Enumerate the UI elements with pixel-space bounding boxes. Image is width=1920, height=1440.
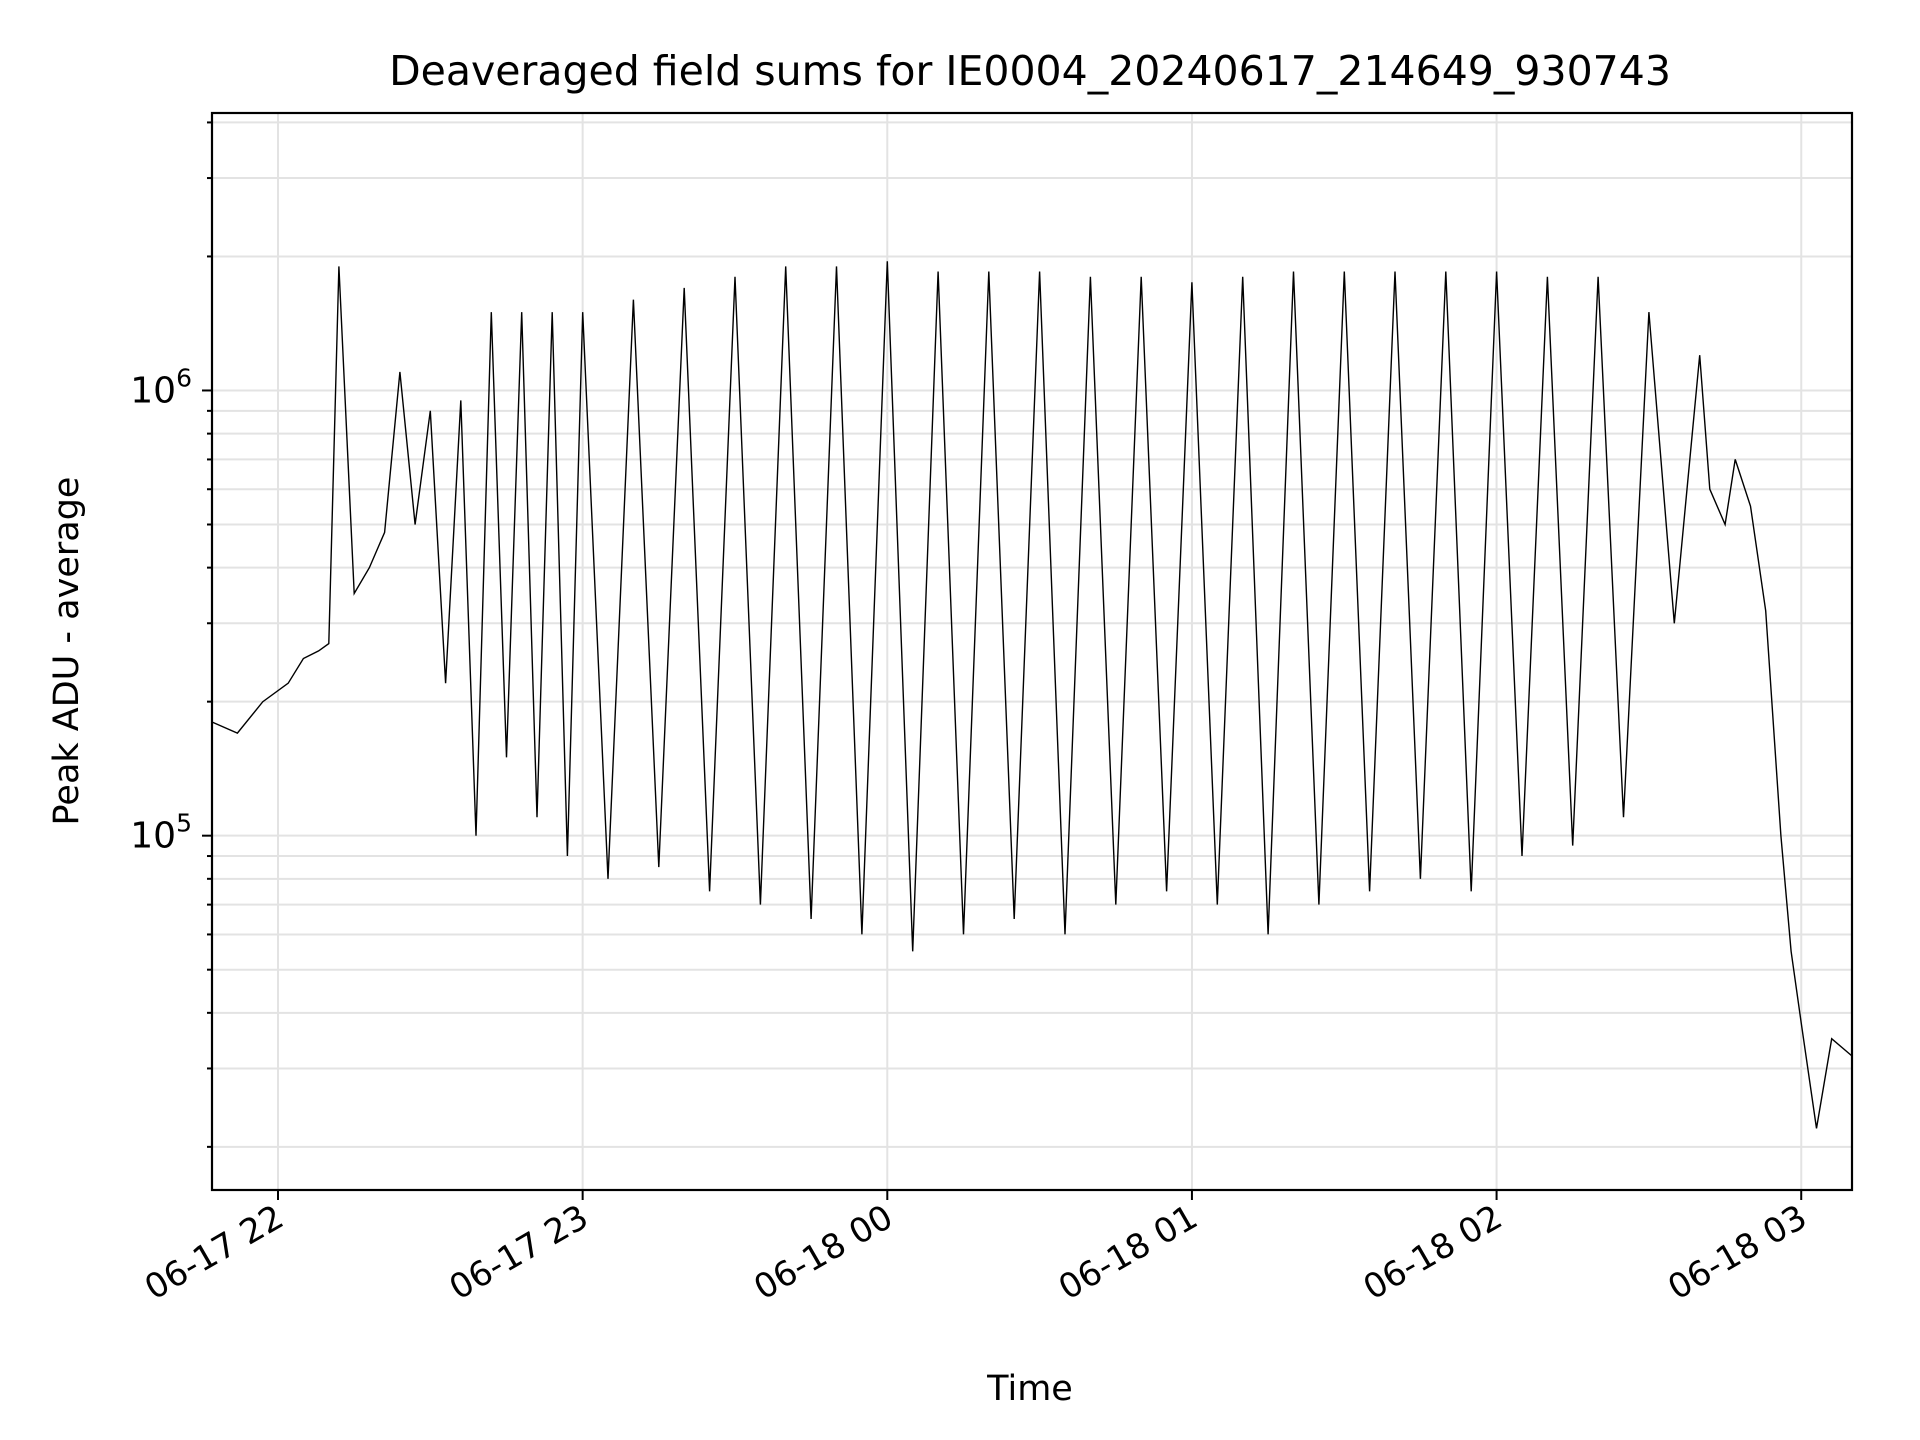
y-tick-label-exponent: 5	[176, 809, 192, 838]
y-tick-label: 106	[130, 363, 192, 411]
data-series	[211, 261, 1853, 1129]
y-axis-label: Peak ADU - average	[47, 477, 87, 826]
y-tick-label-exponent: 6	[176, 363, 192, 392]
y-tick-label-base: 10	[130, 816, 176, 857]
plot-frame	[210, 111, 1854, 1192]
series-line	[211, 261, 1853, 1129]
grid-lines	[212, 113, 1852, 1190]
y-tick-label: 105	[130, 809, 192, 857]
x-axis-label: Time	[986, 1369, 1073, 1409]
y-tick-label-base: 10	[130, 370, 176, 411]
chart-title: Deaveraged field sums for IE0004_2024061…	[389, 47, 1671, 95]
